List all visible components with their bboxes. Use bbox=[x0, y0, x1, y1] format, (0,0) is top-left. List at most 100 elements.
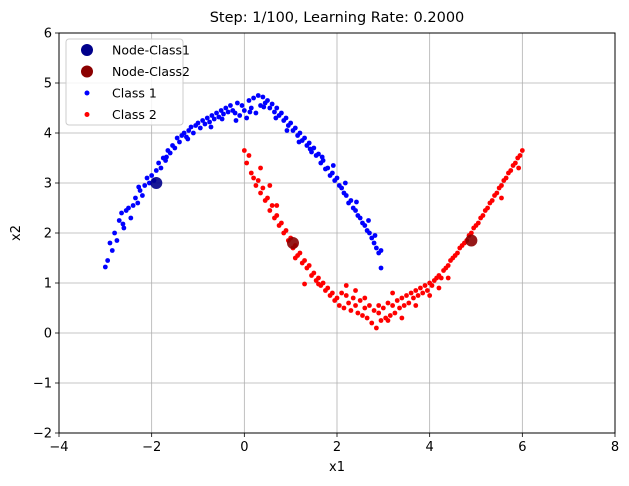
class-1-point bbox=[306, 140, 312, 146]
class-1-point bbox=[237, 113, 243, 118]
chart-title: Step: 1/100, Learning Rate: 0.2000 bbox=[210, 10, 465, 26]
class-1-point bbox=[366, 218, 371, 223]
class-2-point bbox=[499, 195, 504, 201]
class-2-point bbox=[413, 288, 419, 293]
class-2-point bbox=[343, 293, 349, 298]
class-1-point bbox=[233, 118, 239, 123]
class-1-point bbox=[247, 109, 253, 115]
class-1-point bbox=[284, 128, 290, 133]
class-2-point bbox=[438, 275, 444, 281]
class-2-point bbox=[253, 183, 259, 188]
class-2-point bbox=[517, 153, 523, 158]
class-2-point bbox=[390, 290, 395, 296]
class-1-point bbox=[251, 95, 256, 101]
class-2-point bbox=[348, 308, 354, 313]
class-1-point bbox=[319, 154, 325, 160]
class-2-point bbox=[475, 220, 481, 226]
class-1-point bbox=[316, 151, 321, 157]
class-1-point bbox=[378, 248, 384, 253]
class-2-point bbox=[306, 263, 312, 268]
class-1-point bbox=[367, 230, 372, 236]
y-tick-label: −2 bbox=[33, 427, 52, 442]
class-1-point bbox=[174, 135, 180, 141]
class-2-point bbox=[346, 300, 351, 306]
class-1-point bbox=[172, 145, 178, 151]
class-1-point bbox=[121, 225, 127, 231]
class-2-point bbox=[267, 208, 273, 213]
class-2-point bbox=[267, 183, 273, 188]
class-1-point bbox=[126, 205, 131, 211]
class-2-point bbox=[413, 303, 419, 308]
class-1-point bbox=[239, 103, 245, 108]
y-tick-label: 0 bbox=[44, 327, 52, 342]
class-1-point bbox=[207, 119, 212, 125]
y-tick-label: 1 bbox=[44, 277, 52, 292]
class-1-point bbox=[253, 110, 259, 116]
legend-marker bbox=[84, 90, 90, 96]
class-1-point bbox=[223, 105, 229, 111]
class-2-point bbox=[283, 228, 289, 233]
class-2-point bbox=[455, 250, 460, 256]
class-1-point bbox=[246, 98, 252, 103]
y-axis-label: x2 bbox=[9, 225, 24, 241]
class-2-point bbox=[244, 160, 250, 166]
y-tick-label: 5 bbox=[44, 77, 52, 92]
class-1-point bbox=[164, 154, 169, 160]
class-2-point bbox=[241, 148, 247, 153]
node-class1-point bbox=[150, 177, 163, 189]
class-2-point bbox=[334, 295, 340, 301]
class-1-point bbox=[135, 200, 141, 206]
class-1-point bbox=[120, 221, 126, 227]
x-tick-label: 2 bbox=[333, 440, 341, 455]
class-2-point bbox=[418, 285, 423, 291]
class-2-point bbox=[369, 320, 375, 326]
class-1-point bbox=[378, 265, 384, 271]
node-class2-point bbox=[465, 234, 478, 247]
class-1-point bbox=[214, 110, 219, 116]
class-1-point bbox=[195, 120, 201, 126]
class-1-point bbox=[269, 101, 275, 107]
class-1-point bbox=[248, 105, 254, 111]
class-2-point bbox=[394, 298, 400, 303]
class-1-point bbox=[255, 93, 261, 98]
class-1-point bbox=[200, 118, 206, 123]
class-2-point bbox=[429, 283, 435, 288]
legend-box bbox=[65, 38, 184, 126]
class-2-point bbox=[390, 303, 395, 308]
class-1-point bbox=[234, 100, 240, 106]
legend-label: Node-Class2 bbox=[112, 64, 190, 79]
class-1-point bbox=[267, 105, 273, 111]
class-1-point bbox=[156, 160, 162, 166]
class-2-point bbox=[258, 165, 263, 171]
data-points bbox=[102, 93, 525, 331]
class-1-point bbox=[177, 139, 182, 145]
class-2-point bbox=[494, 190, 500, 196]
class-1-point bbox=[218, 108, 224, 113]
class-1-point bbox=[292, 125, 298, 131]
class-2-point bbox=[325, 285, 331, 291]
legend-marker bbox=[81, 44, 93, 56]
class-2-point bbox=[246, 153, 252, 158]
x-tick-label: 8 bbox=[611, 440, 619, 455]
class-1-point bbox=[167, 150, 173, 156]
y-tick-label: 4 bbox=[44, 127, 52, 142]
class-1-point bbox=[219, 116, 225, 122]
node-class2-point bbox=[286, 237, 299, 249]
class-1-point bbox=[343, 193, 349, 198]
class-1-point bbox=[144, 175, 150, 181]
class-1-point bbox=[362, 223, 368, 228]
class-1-point bbox=[185, 136, 191, 142]
class-1-point bbox=[261, 104, 267, 110]
class-1-point bbox=[307, 146, 313, 152]
legend-label: Node-Class1 bbox=[112, 43, 190, 58]
class-2-point bbox=[385, 300, 391, 306]
class-2-point bbox=[279, 220, 284, 226]
class-2-point bbox=[399, 295, 405, 301]
class-2-point bbox=[265, 195, 270, 201]
class-1-point bbox=[116, 218, 122, 223]
class-1-point bbox=[228, 103, 233, 108]
class-2-point bbox=[468, 230, 474, 236]
class-1-point bbox=[342, 180, 348, 186]
legend-label: Class 2 bbox=[112, 107, 157, 122]
